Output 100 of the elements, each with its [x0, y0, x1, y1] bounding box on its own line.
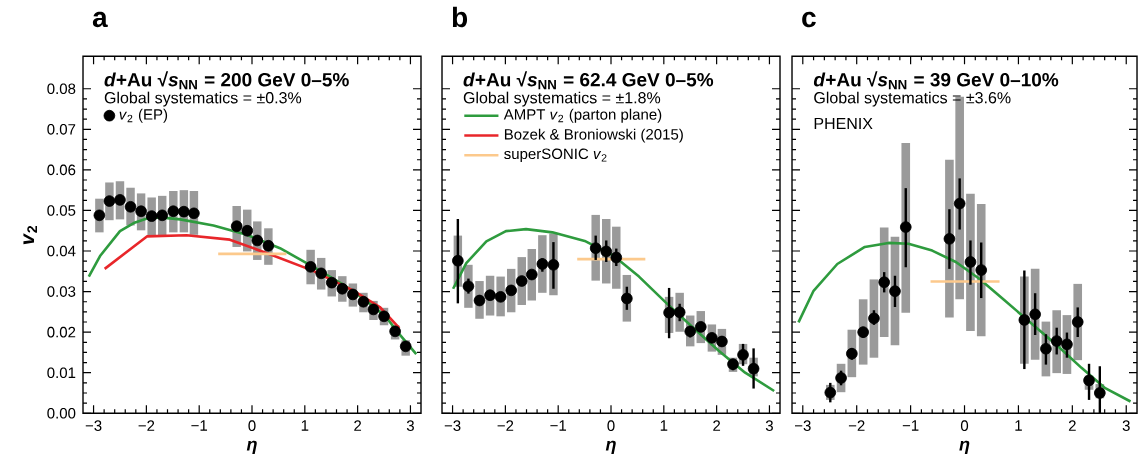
point [178, 205, 190, 218]
point [547, 258, 560, 271]
point [621, 292, 633, 305]
chart-title: a [92, 11, 108, 28]
y-tick-label: 0.03 [47, 286, 76, 297]
point [304, 260, 317, 273]
point [145, 210, 158, 222]
x-tick-label: 2 [1068, 420, 1076, 431]
y-tick-label: 0.04 [47, 245, 76, 257]
point [230, 220, 243, 232]
point [964, 256, 977, 268]
point [716, 335, 728, 348]
point [494, 290, 507, 303]
point [846, 347, 858, 360]
x-tick-label: 2 [354, 420, 362, 431]
y-tick-label: 0.00 [47, 407, 76, 419]
x-tick-label: 1 [1015, 420, 1022, 431]
legend-label: Bozek & Broniowski (2015) [504, 128, 683, 143]
point [156, 209, 169, 221]
x-tick-label: −2 [497, 420, 514, 431]
point [706, 331, 718, 344]
x-tick-label: −1 [902, 420, 919, 431]
point [694, 320, 707, 333]
point [663, 306, 675, 319]
point [943, 232, 956, 245]
point [684, 325, 697, 337]
annotation: Global systematics = ±0.3% [104, 91, 302, 107]
point [167, 205, 180, 217]
annotation: Global systematics = ±1.8% [463, 91, 661, 107]
point [878, 276, 890, 288]
x-tick-label: −3 [444, 420, 461, 431]
point [673, 306, 686, 318]
x-tick-label: −2 [138, 420, 155, 431]
x-tick-label: −1 [191, 420, 208, 431]
y-tick-label: 0.05 [47, 205, 76, 216]
annotation: Global systematics = ±3.6% [814, 91, 1011, 107]
x-tick-label: −3 [795, 420, 811, 431]
point [857, 326, 869, 338]
text: d+Au √s$_{NN}$ = 39 GeV 0–10% [813, 71, 1059, 90]
legend-label: AMPT v$_{2}$ (parton plane) [503, 108, 662, 123]
point [515, 275, 528, 287]
point [378, 310, 390, 322]
chart-title: b [452, 6, 468, 28]
point [610, 251, 623, 264]
point [251, 234, 264, 247]
point [737, 348, 749, 361]
x-tick-label: 2 [713, 420, 721, 431]
x-tick-label: 3 [765, 420, 773, 431]
point [525, 268, 538, 281]
point [347, 288, 359, 301]
point [600, 245, 613, 258]
point [124, 200, 137, 213]
legend-label: v$_{2}$ (EP) [119, 108, 168, 123]
chart-title: c [802, 11, 816, 28]
x-tick-label: 0 [607, 420, 615, 431]
line-series [103, 233, 401, 330]
point [114, 193, 126, 206]
y-tick-label: 0.02 [47, 326, 76, 338]
x-tick-label: −2 [848, 420, 865, 431]
point [336, 282, 349, 295]
x-axis-title: η [959, 440, 970, 454]
legend-label: superSONIC v$_{2}$ [504, 148, 607, 162]
point [1061, 338, 1073, 350]
point [1050, 335, 1063, 347]
point [262, 239, 275, 252]
x-tick-label: 1 [660, 420, 668, 431]
point [188, 207, 200, 219]
point [93, 209, 106, 221]
point [367, 303, 380, 316]
x-tick-label: 1 [301, 420, 309, 431]
point [484, 289, 496, 301]
y-tick-label: 0.08 [47, 83, 76, 94]
y-tick-label: 0.07 [47, 123, 76, 135]
point [135, 205, 147, 217]
x-tick-label: 3 [406, 420, 414, 431]
point [975, 264, 988, 276]
x-tick-label: −3 [85, 420, 102, 431]
x-tick-label: 3 [1122, 420, 1130, 431]
x-tick-label: 0 [960, 420, 969, 431]
point [747, 362, 760, 375]
annotation: PHENIX [814, 117, 873, 129]
point [899, 221, 912, 233]
y-axis-title: v$_{2}$ [23, 225, 38, 244]
point [357, 295, 370, 308]
x-axis-title: η [246, 440, 257, 454]
point [536, 258, 549, 270]
point [505, 284, 517, 297]
point [835, 372, 847, 384]
point [325, 276, 338, 289]
point [103, 195, 116, 207]
y-tick-label: 0.06 [47, 164, 76, 176]
point [462, 280, 475, 292]
x-axis-title: η [605, 440, 616, 454]
point [589, 242, 602, 254]
point [1071, 316, 1084, 328]
point [473, 294, 486, 307]
point [1040, 342, 1052, 355]
point [889, 285, 901, 297]
x-tick-label: −1 [550, 420, 567, 431]
y-tick-label: 0.01 [47, 367, 76, 378]
